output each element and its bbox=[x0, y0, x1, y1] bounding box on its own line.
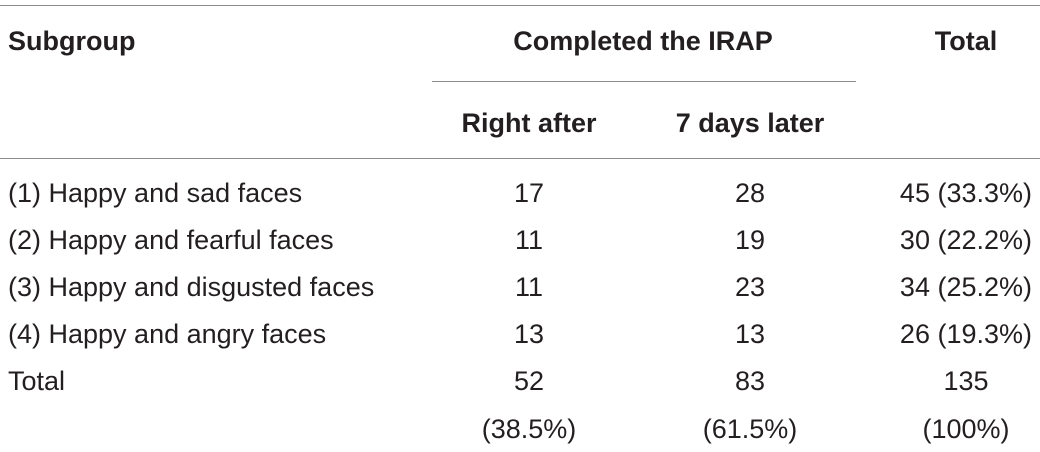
header-total: Total bbox=[934, 26, 998, 56]
row-3-subgroup: (3) Happy and disgusted faces bbox=[8, 272, 375, 302]
row-2-right-after: 11 bbox=[514, 225, 544, 255]
row-4-right-after: 13 bbox=[513, 319, 545, 349]
row-2-total: 30 (22.2%) bbox=[899, 225, 1032, 255]
row-1-7-days-later: 28 bbox=[734, 178, 766, 208]
total-row-7-days-later: 83 bbox=[734, 366, 766, 396]
row-3-7-days-later: 23 bbox=[734, 272, 766, 302]
total-row-total: 135 bbox=[943, 366, 989, 396]
row-2-7-days-later: 19 bbox=[734, 225, 766, 255]
header-7-days-later: 7 days later bbox=[675, 108, 825, 138]
header-bottom-rule bbox=[0, 158, 1040, 159]
top-rule bbox=[0, 5, 1040, 6]
row-3-total: 34 (25.2%) bbox=[899, 272, 1032, 302]
percent-row-7-days-later: (61.5%) bbox=[702, 414, 798, 444]
row-4-total: 26 (19.3%) bbox=[899, 319, 1032, 349]
row-4-7-days-later: 13 bbox=[734, 319, 766, 349]
header-subgroup: Subgroup bbox=[8, 26, 136, 56]
row-1-right-after: 17 bbox=[513, 178, 545, 208]
row-1-subgroup: (1) Happy and sad faces bbox=[8, 178, 303, 208]
total-row-label: Total bbox=[8, 366, 66, 396]
header-right-after: Right after bbox=[461, 108, 597, 138]
group-underline-rule bbox=[432, 81, 856, 82]
row-3-right-after: 11 bbox=[514, 272, 544, 302]
header-completed-the-irap: Completed the IRAP bbox=[513, 26, 773, 56]
percent-row-right-after: (38.5%) bbox=[481, 414, 577, 444]
row-1-total: 45 (33.3%) bbox=[899, 178, 1032, 208]
row-2-subgroup: (2) Happy and fearful faces bbox=[8, 225, 334, 255]
total-row-right-after: 52 bbox=[513, 366, 545, 396]
row-4-subgroup: (4) Happy and angry faces bbox=[8, 319, 327, 349]
percent-row-total: (100%) bbox=[922, 414, 1010, 444]
